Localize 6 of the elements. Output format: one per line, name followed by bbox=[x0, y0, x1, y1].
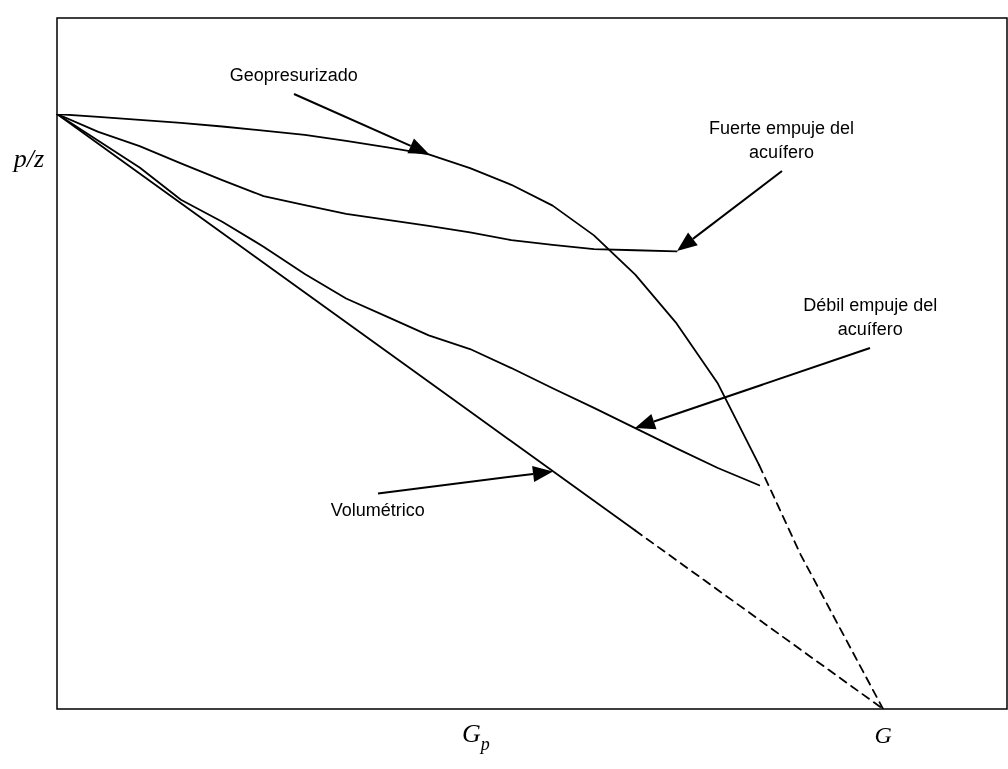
text: G bbox=[874, 722, 892, 749]
text: Geopresurizado bbox=[229, 65, 358, 86]
annotation: Volumétrico bbox=[330, 499, 425, 520]
annotation: Fuerte empuje del acuífero bbox=[709, 118, 855, 163]
y-axis-title: p/z bbox=[11, 143, 45, 173]
annotation: Débil empuje del acuífero bbox=[803, 295, 938, 340]
